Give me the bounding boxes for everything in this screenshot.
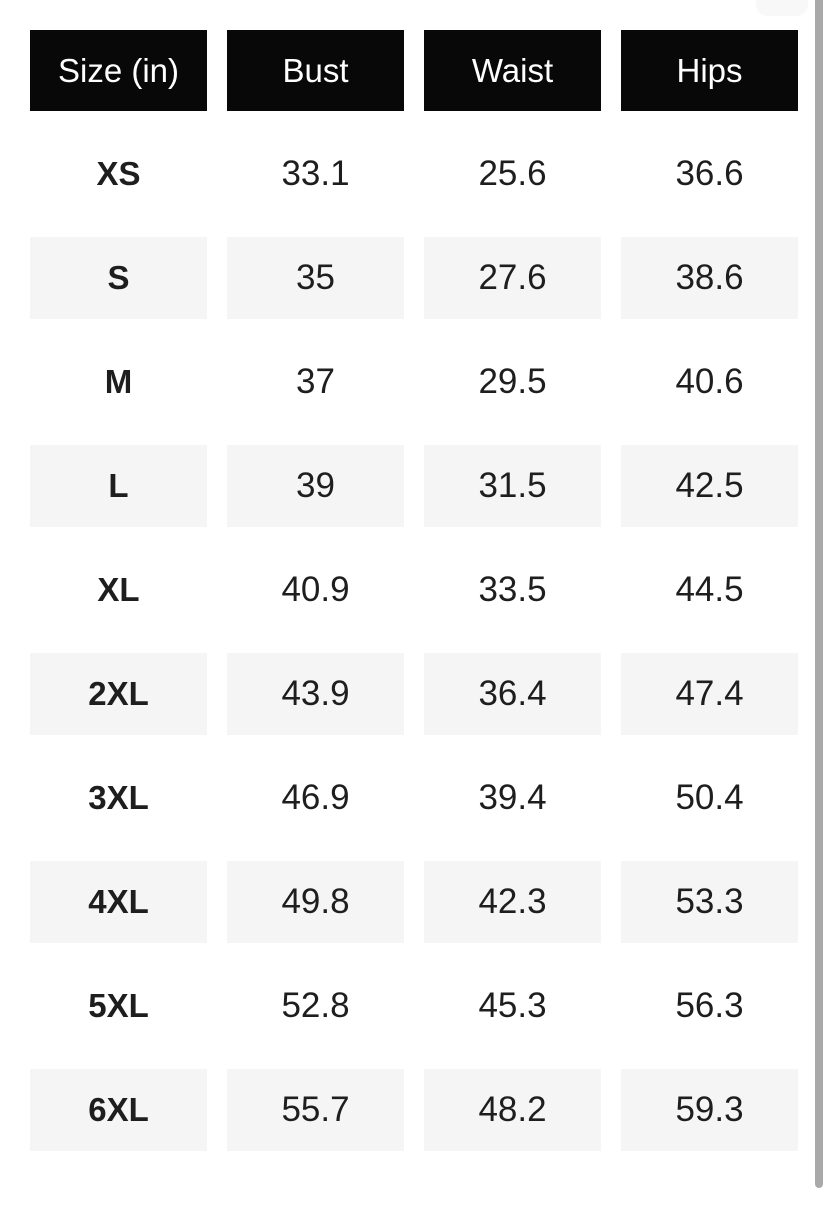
header-cell-hips: Hips (621, 30, 798, 111)
waist-cell: 42.3 (424, 861, 601, 943)
hips-cell: 38.6 (621, 237, 798, 319)
header-cell-waist: Waist (424, 30, 601, 111)
size-cell: 3XL (88, 779, 149, 816)
table-row: 2XL 43.9 36.4 47.4 (30, 653, 798, 735)
table-row: XS 33.1 25.6 36.6 (30, 133, 798, 215)
bust-cell: 52.8 (281, 986, 350, 1025)
hips-cell: 47.4 (621, 653, 798, 735)
waist-cell: 29.5 (478, 362, 547, 401)
table-row: 5XL 52.8 45.3 56.3 (30, 965, 798, 1047)
hips-cell: 50.4 (675, 778, 744, 817)
hips-cell: 59.3 (621, 1069, 798, 1151)
scrollbar-thumb[interactable] (815, 0, 823, 1188)
hips-cell: 56.3 (675, 986, 744, 1025)
waist-cell: 39.4 (478, 778, 547, 817)
hips-cell: 44.5 (675, 570, 744, 609)
bust-cell: 55.7 (227, 1069, 404, 1151)
bust-cell: 40.9 (281, 570, 350, 609)
waist-cell: 36.4 (424, 653, 601, 735)
table-row: L 39 31.5 42.5 (30, 445, 798, 527)
bust-cell: 37 (296, 362, 335, 401)
hips-cell: 53.3 (621, 861, 798, 943)
waist-cell: 45.3 (478, 986, 547, 1025)
size-cell: 4XL (30, 861, 207, 943)
cutoff-element (756, 0, 808, 16)
waist-cell: 25.6 (478, 154, 547, 193)
size-cell: 6XL (30, 1069, 207, 1151)
waist-cell: 27.6 (424, 237, 601, 319)
size-chart-table: Size (in) Bust Waist Hips XS 33.1 25.6 3… (10, 8, 818, 1173)
waist-cell: 33.5 (478, 570, 547, 609)
hips-cell: 42.5 (621, 445, 798, 527)
header-cell-bust: Bust (227, 30, 404, 111)
table-row: XL 40.9 33.5 44.5 (30, 549, 798, 631)
size-cell: XL (97, 571, 140, 608)
header-cell-size: Size (in) (30, 30, 207, 111)
hips-cell: 40.6 (675, 362, 744, 401)
table-row: S 35 27.6 38.6 (30, 237, 798, 319)
size-cell: M (104, 363, 133, 400)
size-cell: XS (96, 155, 141, 192)
waist-cell: 48.2 (424, 1069, 601, 1151)
bust-cell: 39 (227, 445, 404, 527)
size-chart-header: Size (in) Bust Waist Hips (30, 30, 798, 111)
table-row: 4XL 49.8 42.3 53.3 (30, 861, 798, 943)
size-cell: 2XL (30, 653, 207, 735)
size-cell: L (30, 445, 207, 527)
size-cell: 5XL (88, 987, 149, 1024)
header-row: Size (in) Bust Waist Hips (30, 30, 798, 111)
bust-cell: 46.9 (281, 778, 350, 817)
hips-cell: 36.6 (675, 154, 744, 193)
size-table-body: XS 33.1 25.6 36.6 S 35 27.6 38.6 M 37 29… (30, 133, 798, 1151)
table-row: 3XL 46.9 39.4 50.4 (30, 757, 798, 839)
table-row: 6XL 55.7 48.2 59.3 (30, 1069, 798, 1151)
table-row: M 37 29.5 40.6 (30, 341, 798, 423)
waist-cell: 31.5 (424, 445, 601, 527)
bust-cell: 43.9 (227, 653, 404, 735)
size-cell: S (30, 237, 207, 319)
bust-cell: 49.8 (227, 861, 404, 943)
bust-cell: 33.1 (281, 154, 350, 193)
bust-cell: 35 (227, 237, 404, 319)
